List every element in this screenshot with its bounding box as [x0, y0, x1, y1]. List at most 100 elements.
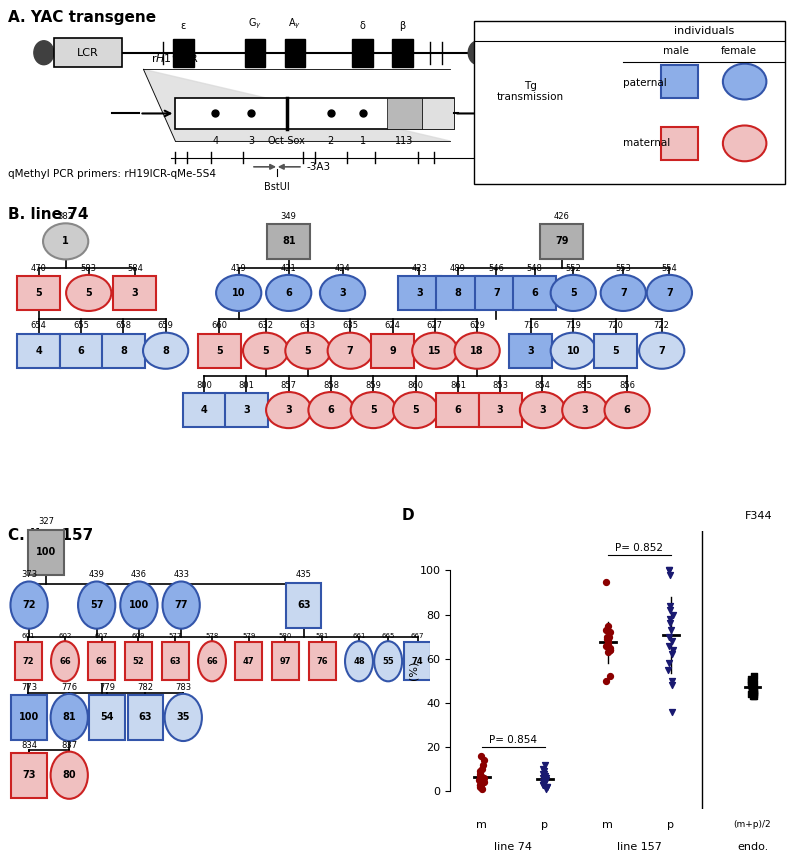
Point	[476, 782, 489, 796]
Point	[602, 634, 614, 648]
Text: 3: 3	[582, 405, 588, 415]
Point	[540, 773, 552, 787]
Ellipse shape	[266, 392, 312, 428]
Text: 554: 554	[662, 264, 677, 272]
Ellipse shape	[43, 223, 88, 259]
Text: 655: 655	[73, 321, 89, 330]
Ellipse shape	[165, 694, 202, 741]
FancyBboxPatch shape	[88, 642, 115, 681]
Text: Oct-Sox: Oct-Sox	[268, 135, 306, 146]
Text: 8: 8	[163, 346, 169, 356]
Point	[474, 778, 487, 792]
Text: 77: 77	[175, 600, 188, 610]
Text: 546: 546	[489, 264, 505, 272]
Ellipse shape	[562, 392, 607, 428]
Text: 18: 18	[470, 346, 484, 356]
Point	[603, 669, 616, 683]
Text: 624: 624	[385, 321, 400, 330]
Text: 100: 100	[19, 712, 39, 722]
Text: female: female	[720, 45, 756, 56]
FancyBboxPatch shape	[245, 39, 265, 67]
Text: P= 0.854: P= 0.854	[489, 735, 537, 745]
FancyBboxPatch shape	[54, 38, 122, 68]
Point	[665, 679, 678, 693]
Ellipse shape	[601, 275, 646, 311]
Text: 421: 421	[281, 264, 296, 272]
Ellipse shape	[551, 333, 596, 369]
Text: 7: 7	[658, 346, 665, 356]
Point	[540, 780, 553, 794]
Text: 602: 602	[58, 633, 72, 639]
Text: 5: 5	[612, 346, 619, 356]
Point	[477, 773, 489, 787]
Text: 4: 4	[212, 135, 218, 146]
Text: C. line157: C. line157	[8, 528, 93, 543]
Point	[667, 643, 680, 657]
FancyBboxPatch shape	[60, 334, 103, 368]
Point	[745, 679, 758, 693]
Text: 80: 80	[62, 770, 76, 780]
Point	[475, 749, 488, 763]
Ellipse shape	[50, 752, 88, 799]
Ellipse shape	[33, 41, 54, 65]
Text: 859: 859	[365, 381, 381, 389]
Text: 3: 3	[285, 405, 292, 415]
Point	[477, 776, 490, 789]
Point	[664, 612, 677, 626]
Point	[540, 771, 552, 785]
FancyBboxPatch shape	[89, 695, 125, 740]
Text: m: m	[603, 820, 613, 830]
Point	[477, 758, 489, 771]
Point	[662, 630, 675, 644]
Text: 854: 854	[535, 381, 551, 389]
Point	[600, 632, 613, 645]
Text: 5: 5	[262, 346, 269, 356]
Point	[477, 753, 490, 767]
Ellipse shape	[639, 333, 685, 369]
FancyBboxPatch shape	[173, 39, 194, 67]
Text: 783: 783	[175, 683, 191, 692]
Point	[663, 616, 676, 630]
Point	[746, 685, 759, 698]
Text: 719: 719	[565, 321, 581, 330]
Text: 8: 8	[454, 288, 461, 298]
Point	[537, 769, 550, 782]
Point	[745, 681, 758, 694]
Point	[603, 630, 615, 644]
FancyBboxPatch shape	[661, 65, 698, 98]
Text: 470: 470	[31, 264, 47, 272]
Text: p: p	[667, 820, 674, 830]
Text: 609: 609	[132, 633, 145, 639]
Text: 3: 3	[497, 405, 504, 415]
Text: 779: 779	[100, 683, 116, 692]
Text: 5: 5	[370, 405, 377, 415]
Text: 423: 423	[411, 264, 427, 272]
Text: line 74: line 74	[494, 842, 532, 852]
Text: 1: 1	[359, 135, 366, 146]
Point	[536, 778, 549, 792]
Point	[744, 674, 757, 687]
Point	[748, 685, 761, 698]
Polygon shape	[143, 69, 450, 141]
Text: 63: 63	[297, 600, 310, 610]
Point	[662, 639, 675, 652]
Point	[662, 563, 675, 577]
Text: 7: 7	[620, 288, 626, 298]
Point	[663, 657, 676, 670]
Text: 856: 856	[619, 381, 635, 389]
Text: B. line 74: B. line 74	[8, 207, 88, 222]
FancyBboxPatch shape	[175, 98, 454, 129]
Point	[665, 705, 678, 719]
Text: 100: 100	[36, 547, 56, 557]
Text: 10: 10	[567, 346, 580, 356]
Text: 66: 66	[96, 657, 108, 666]
FancyBboxPatch shape	[392, 39, 413, 67]
FancyBboxPatch shape	[661, 128, 698, 160]
Point	[666, 608, 679, 621]
Text: 48: 48	[353, 657, 365, 666]
Point	[474, 780, 487, 794]
Ellipse shape	[345, 641, 373, 681]
Point	[476, 771, 489, 785]
Text: 581: 581	[316, 633, 329, 639]
Text: 8: 8	[120, 346, 127, 356]
